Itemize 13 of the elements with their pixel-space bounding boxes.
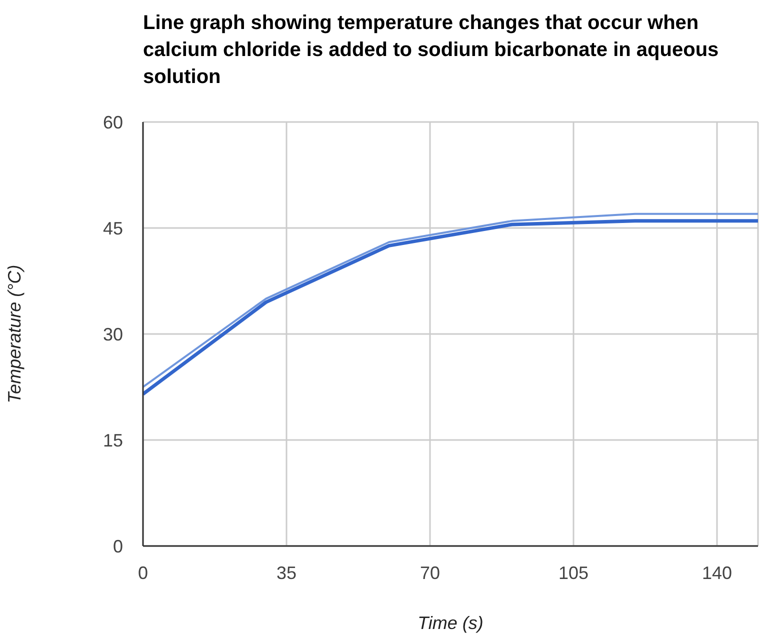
x-tick-label: 0 [138, 562, 148, 583]
y-tick-label: 60 [102, 112, 123, 132]
y-tick-label: 30 [102, 324, 123, 344]
y-axis-title: Temperature (°C) [4, 264, 24, 404]
y-tick-label: 15 [102, 430, 123, 450]
x-tick-label: 35 [276, 562, 297, 583]
x-tick-label: 70 [420, 562, 440, 583]
x-tick-label: 105 [558, 562, 589, 583]
x-tick-label: 140 [702, 562, 732, 583]
chart-title: Line graph showing temperature changes that occur when calcium chloride is added to sodium bicarbonate in aqueous solution [143, 11, 720, 90]
x-axis-title: Time (s) [418, 613, 484, 633]
y-tick-label: 45 [102, 218, 123, 238]
y-tick-label: 0 [112, 536, 123, 556]
